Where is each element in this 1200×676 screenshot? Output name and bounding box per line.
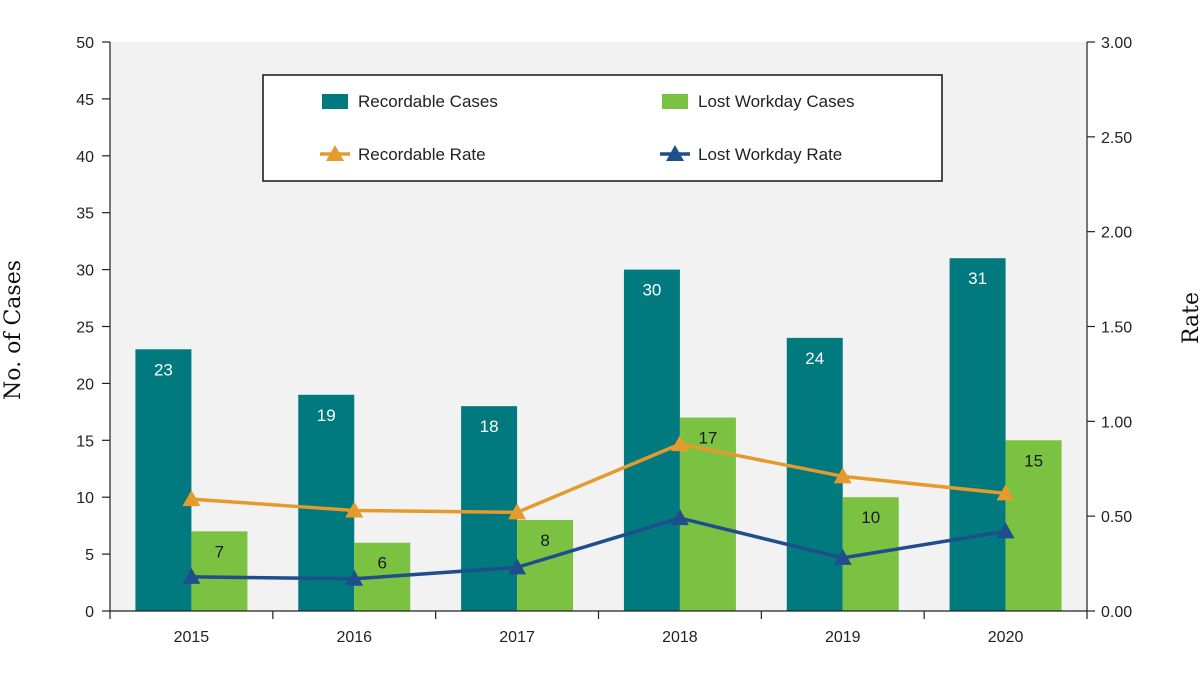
y-tick-label: 5 — [85, 547, 94, 564]
y-tick-label: 20 — [76, 376, 94, 393]
legend-swatch-lost-workday-cases — [662, 94, 688, 109]
bar-value-label: 17 — [698, 429, 717, 448]
legend-marker-recordable-rate — [326, 145, 344, 161]
y-tick-label: 0 — [85, 604, 94, 621]
axes: 0 5 10 15 20 25 30 35 40 45 50 0.00 0.50 1.00 1.50 2.00… — [76, 35, 1132, 646]
bar-recordable-cases-2020 — [949, 258, 1006, 611]
marker-recordable-rate-2017 — [508, 503, 527, 520]
bar-value-label: 24 — [805, 349, 824, 368]
marker-lost-workday-rate-2015 — [182, 567, 201, 584]
legend-marker-lost-workday-rate — [666, 145, 684, 161]
y-right-tick-label: 3.00 — [1101, 35, 1132, 52]
legend-swatch-recordable-cases — [322, 94, 348, 109]
bar-value-label: 6 — [378, 554, 387, 573]
bar-recordable-cases-2018 — [623, 269, 680, 611]
x-tick-label: 2016 — [336, 629, 372, 646]
legend-box — [262, 74, 943, 182]
legend: Recordable Cases Lost Workday Cases Record… — [262, 74, 943, 182]
bar-recordable-cases-2017 — [461, 406, 518, 611]
bar-value-label: 15 — [1024, 451, 1043, 470]
y-axis-right-title: Rate — [1179, 292, 1200, 344]
y-right-tick-label: 1.00 — [1101, 414, 1132, 431]
marker-recordable-rate-2018 — [670, 435, 689, 452]
marker-lost-workday-rate-2016 — [345, 569, 364, 586]
y-tick-label: 10 — [76, 490, 94, 507]
marker-lost-workday-rate-2020 — [996, 522, 1015, 539]
bar-value-label: 30 — [642, 281, 661, 300]
bar-value-label: 31 — [968, 269, 987, 288]
y-tick-label: 40 — [76, 149, 94, 166]
y-right-tick-label: 2.00 — [1101, 225, 1132, 242]
bar-value-label: 8 — [540, 531, 549, 550]
legend-label-recordable-rate: Recordable Rate — [358, 145, 486, 164]
legend-label-lost-workday-rate: Lost Workday Rate — [698, 145, 842, 164]
y-tick-label: 15 — [76, 433, 94, 450]
y-axis-title: No. of Cases — [1, 260, 26, 400]
bar-value-label: 18 — [480, 417, 499, 436]
bar-value-label: 7 — [215, 542, 224, 561]
marker-recordable-rate-2016 — [345, 501, 364, 518]
legend-label-lost-workday-cases: Lost Workday Cases — [698, 92, 855, 111]
marker-lost-workday-rate-2018 — [670, 509, 689, 526]
line-lost-workday-rate — [191, 516, 1006, 581]
bar-lost-workday-cases-2015 — [191, 531, 248, 611]
bar-value-label: 23 — [154, 360, 173, 379]
x-tick-label: 2017 — [499, 629, 535, 646]
y-right-tick-label: 0.00 — [1101, 604, 1132, 621]
bar-labels: 23 7 19 6 18 8 30 17 24 10 31 15 — [154, 269, 1043, 572]
x-tick-label: 2015 — [174, 629, 210, 646]
marker-recordable-rate-2015 — [182, 490, 201, 507]
legend-label-recordable-cases: Recordable Cases — [358, 92, 498, 111]
bar-value-label: 19 — [317, 406, 336, 425]
y-right-tick-label: 1.50 — [1101, 320, 1132, 337]
bar-recordable-cases-2016 — [298, 394, 355, 611]
marker-recordable-rate-2020 — [996, 484, 1015, 501]
line-recordable-rate — [191, 442, 1006, 515]
marker-lost-workday-rate-2019 — [833, 548, 852, 565]
y-tick-label: 25 — [76, 320, 94, 337]
marker-lost-workday-rate-2017 — [508, 558, 527, 575]
bar-recordable-cases-2015 — [135, 349, 192, 611]
y-tick-label: 30 — [76, 263, 94, 280]
x-tick-label: 2020 — [988, 629, 1024, 646]
y-tick-label: 50 — [76, 35, 94, 52]
y-tick-label: 35 — [76, 206, 94, 223]
bar-lost-workday-cases-2020 — [1005, 440, 1062, 611]
y-right-tick-label: 2.50 — [1101, 130, 1132, 147]
x-tick-label: 2018 — [662, 629, 698, 646]
y-right-tick-label: 0.50 — [1101, 509, 1132, 526]
rate-lines — [182, 435, 1015, 586]
x-tick-label: 2019 — [825, 629, 861, 646]
y-tick-label: 45 — [76, 92, 94, 109]
bar-value-label: 10 — [861, 508, 880, 527]
marker-recordable-rate-2019 — [833, 467, 852, 484]
